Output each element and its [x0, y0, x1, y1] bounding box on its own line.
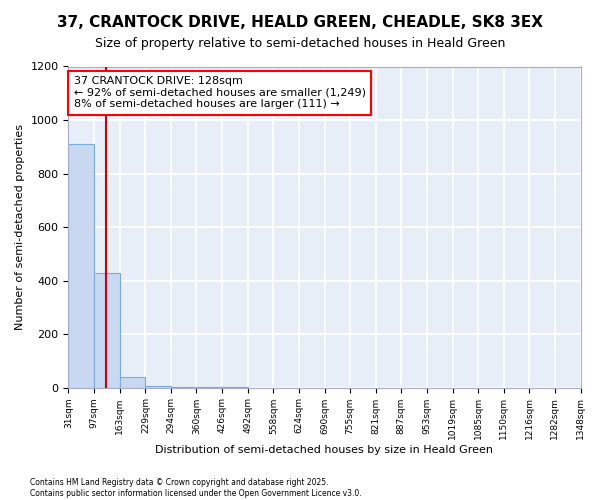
Text: Size of property relative to semi-detached houses in Heald Green: Size of property relative to semi-detach… [95, 38, 505, 51]
Text: Contains HM Land Registry data © Crown copyright and database right 2025.
Contai: Contains HM Land Registry data © Crown c… [30, 478, 362, 498]
Bar [94, 272, 120, 388]
Text: 37 CRANTOCK DRIVE: 128sqm
← 92% of semi-detached houses are smaller (1,249)
8% o: 37 CRANTOCK DRIVE: 128sqm ← 92% of semi-… [74, 76, 365, 110]
Bar [145, 386, 170, 388]
Bar [120, 377, 145, 388]
Bar [68, 144, 94, 388]
Text: 37, CRANTOCK DRIVE, HEALD GREEN, CHEADLE, SK8 3EX: 37, CRANTOCK DRIVE, HEALD GREEN, CHEADLE… [57, 15, 543, 30]
Bar [170, 387, 196, 388]
X-axis label: Distribution of semi-detached houses by size in Heald Green: Distribution of semi-detached houses by … [155, 445, 493, 455]
Y-axis label: Number of semi-detached properties: Number of semi-detached properties [15, 124, 25, 330]
